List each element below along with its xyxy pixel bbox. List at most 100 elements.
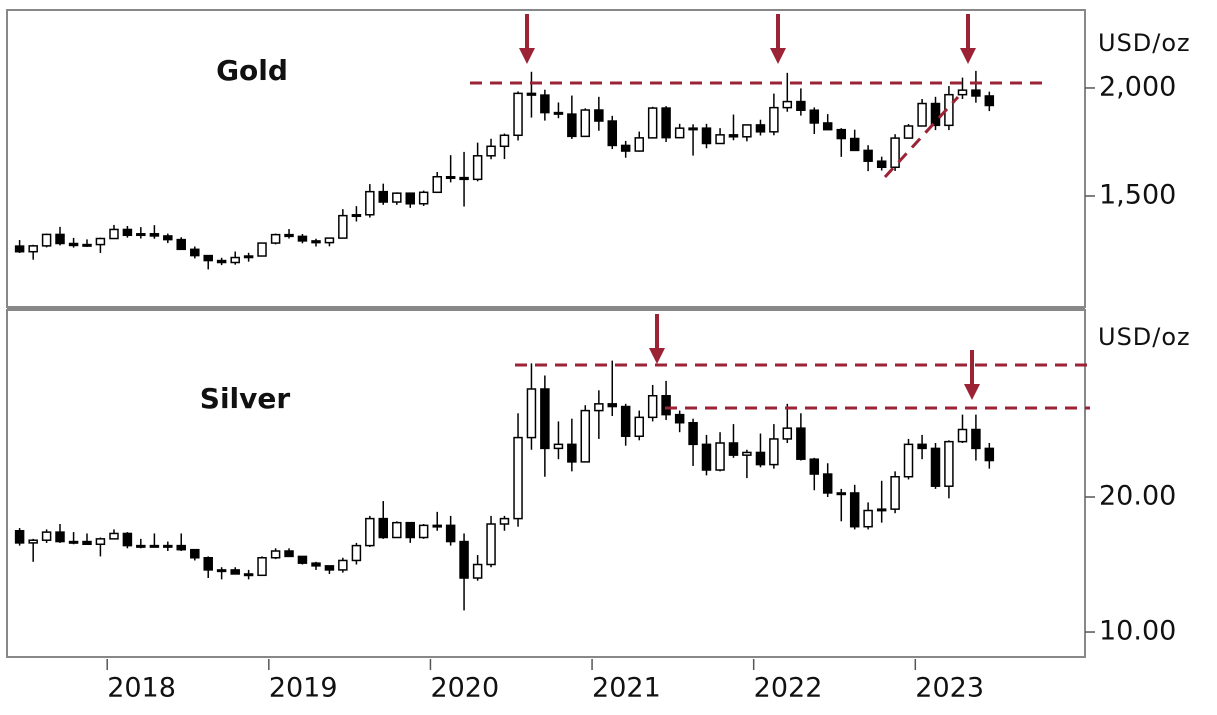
candle-body (822, 473, 833, 494)
candle-body (715, 442, 725, 471)
candle-body (836, 492, 847, 496)
candle-body (782, 100, 793, 109)
panel-title: Gold (216, 54, 288, 87)
candle-body (553, 111, 564, 115)
candle-body (445, 524, 456, 543)
candle-body (122, 228, 133, 237)
candle-body (190, 548, 200, 559)
candle-body (890, 475, 900, 510)
candle-body (540, 94, 550, 114)
x-tick-label: 2020 (430, 673, 499, 704)
candle-body (728, 442, 739, 456)
candle-body (392, 521, 402, 539)
candle-body (28, 539, 38, 544)
candle-body (41, 531, 52, 541)
candle-body (688, 421, 698, 446)
candle-body (297, 235, 308, 242)
x-tick-label: 2019 (269, 673, 338, 704)
candle-body (620, 144, 631, 152)
candle-body (863, 509, 873, 528)
candle-body (769, 438, 779, 466)
candle-body (243, 573, 254, 577)
candle-body (257, 242, 267, 257)
candle-body (459, 540, 469, 579)
candle-body (526, 92, 537, 96)
candle-body (580, 109, 591, 138)
candle-body (203, 254, 213, 262)
candle-body (957, 89, 968, 96)
candle-body (796, 100, 806, 111)
y-tick-label: 1,500 (1099, 179, 1176, 210)
candle-body (661, 107, 671, 139)
candle-body (607, 120, 618, 147)
candle-body (701, 443, 712, 471)
candle-body (190, 248, 200, 257)
candle-body (486, 523, 496, 566)
candle-body (109, 228, 119, 240)
candle-body (971, 89, 981, 97)
candle-body (257, 557, 267, 577)
candle-body (82, 243, 92, 247)
candle-body (890, 137, 900, 168)
candle-body (849, 137, 860, 152)
candle-body (82, 540, 92, 546)
candle-body (742, 124, 752, 138)
candle-body (620, 405, 631, 437)
candle-body (338, 214, 348, 239)
candle-body (284, 233, 294, 238)
x-tick-label: 2021 (592, 673, 661, 704)
candle-body (836, 128, 847, 140)
x-tick-label: 2023 (915, 673, 984, 704)
candle-body (594, 403, 604, 412)
panel-frame (6, 9, 1086, 308)
candle-body (351, 544, 362, 562)
candle-body (270, 233, 281, 244)
candle-body (513, 92, 523, 137)
candle-body (876, 508, 887, 512)
candle-body (68, 540, 79, 544)
candle-body (540, 388, 550, 450)
candle-body (163, 544, 173, 548)
candle-body (28, 245, 38, 253)
candle-body (472, 563, 483, 579)
candle-body (957, 428, 968, 443)
candle-body (688, 127, 698, 131)
candle-body (324, 237, 335, 244)
x-tick-label: 2022 (754, 673, 823, 704)
candle-body (863, 149, 873, 162)
candle-body (136, 233, 146, 237)
candle-body (351, 214, 362, 218)
candle-body (243, 255, 254, 259)
panel-title: Silver (200, 382, 291, 415)
x-tick-label: 2018 (107, 673, 176, 704)
candle-body (674, 413, 685, 424)
candle-body (378, 190, 388, 203)
candle-body (284, 550, 294, 558)
candle-body (971, 428, 981, 450)
candle-body (769, 106, 779, 133)
candle-body (647, 394, 658, 419)
candle-body (216, 259, 227, 264)
candle-body (755, 451, 766, 466)
candle-body (270, 550, 281, 559)
support-line (883, 95, 960, 179)
candle-body (203, 557, 213, 571)
candle-body (822, 122, 833, 131)
candle-body (661, 394, 671, 416)
candle-body (41, 233, 52, 247)
candle-body (459, 176, 469, 181)
candle-body (580, 409, 591, 463)
candle-body (230, 256, 240, 264)
candle-body (903, 443, 914, 478)
candle-body (216, 569, 227, 573)
candle-body (163, 235, 173, 241)
candle-body (486, 145, 496, 157)
candle-body (499, 134, 510, 148)
candle-body (472, 155, 483, 181)
candle-body (594, 109, 604, 122)
candle-body (944, 440, 954, 487)
annotations (470, 14, 1090, 410)
candle-body (432, 524, 442, 528)
candle-body (297, 555, 308, 564)
